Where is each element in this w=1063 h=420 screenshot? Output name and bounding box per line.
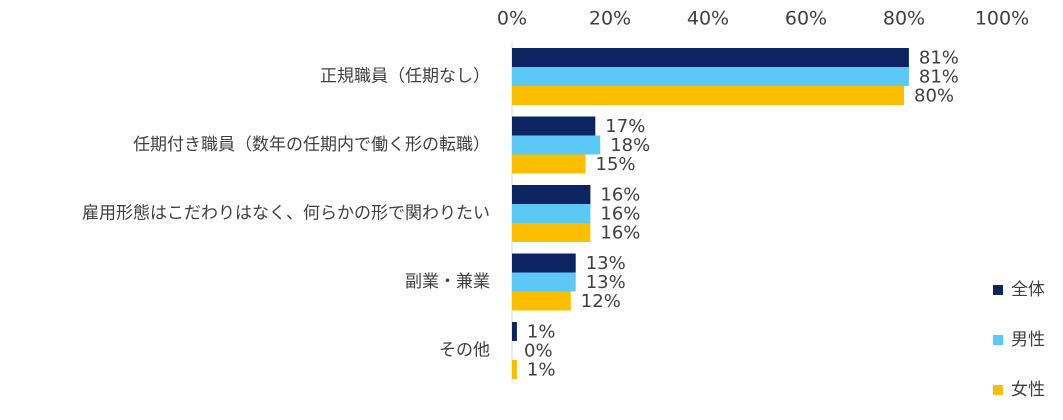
- bar: [512, 253, 576, 273]
- data-label: 16%: [600, 204, 640, 225]
- bar: [512, 116, 596, 136]
- data-label: 80%: [914, 86, 954, 107]
- legend-swatch: [993, 385, 1003, 395]
- x-tick-label: 40%: [687, 8, 729, 30]
- legend-label: 全体: [1011, 280, 1045, 300]
- data-label: 0%: [524, 341, 553, 362]
- x-tick-label: 100%: [975, 8, 1029, 30]
- x-tick-label: 0%: [497, 8, 527, 30]
- category-label: 副業・兼業: [405, 272, 490, 292]
- legend-swatch: [993, 335, 1003, 345]
- bar: [512, 223, 591, 242]
- legend-label: 男性: [1011, 330, 1045, 350]
- category-label: 雇用形態はこだわりはなく、何らかの形で関わりたい: [82, 204, 490, 224]
- data-label: 18%: [610, 135, 650, 156]
- bar: [512, 272, 576, 292]
- bar: [512, 204, 591, 223]
- bar: [512, 135, 601, 155]
- bar: [512, 86, 904, 105]
- data-label: 81%: [919, 48, 959, 69]
- category-labels: 正規職員（任期なし） 任期付き職員（数年の任期内で働く形の転職） 雇用形態はこだわり…: [82, 67, 490, 361]
- category-label: 正規職員（任期なし）: [320, 67, 490, 87]
- x-tick-label: 80%: [883, 8, 925, 30]
- data-label: 16%: [600, 223, 640, 244]
- legend-swatch: [993, 285, 1003, 295]
- category-label: 任期付き職員（数年の任期内で働く形の転職）: [133, 135, 490, 155]
- bar: [512, 291, 571, 311]
- data-label: 1%: [527, 360, 556, 381]
- bar: [512, 154, 586, 174]
- bar: [512, 185, 591, 204]
- data-label: 13%: [586, 272, 626, 293]
- category-label: その他: [439, 341, 490, 361]
- x-tick-label: 60%: [785, 8, 827, 30]
- bar: [512, 67, 909, 86]
- data-label: 81%: [919, 67, 959, 88]
- bar: [512, 322, 517, 341]
- bars: [512, 48, 909, 379]
- data-label: 13%: [586, 253, 626, 274]
- data-label: 17%: [605, 116, 645, 137]
- x-axis-ticks: 0% 20% 40% 60% 80% 100%: [497, 8, 1029, 30]
- data-label: 16%: [600, 185, 640, 206]
- bar: [512, 48, 909, 67]
- data-label: 15%: [596, 154, 636, 175]
- data-label: 1%: [527, 322, 556, 343]
- data-label: 12%: [581, 291, 621, 312]
- x-tick-label: 20%: [589, 8, 631, 30]
- data-labels: 81%81%80%17%18%15%16%16%16%13%13%12%1%0%…: [524, 48, 959, 381]
- bar: [512, 360, 517, 379]
- legend-label: 女性: [1011, 380, 1045, 400]
